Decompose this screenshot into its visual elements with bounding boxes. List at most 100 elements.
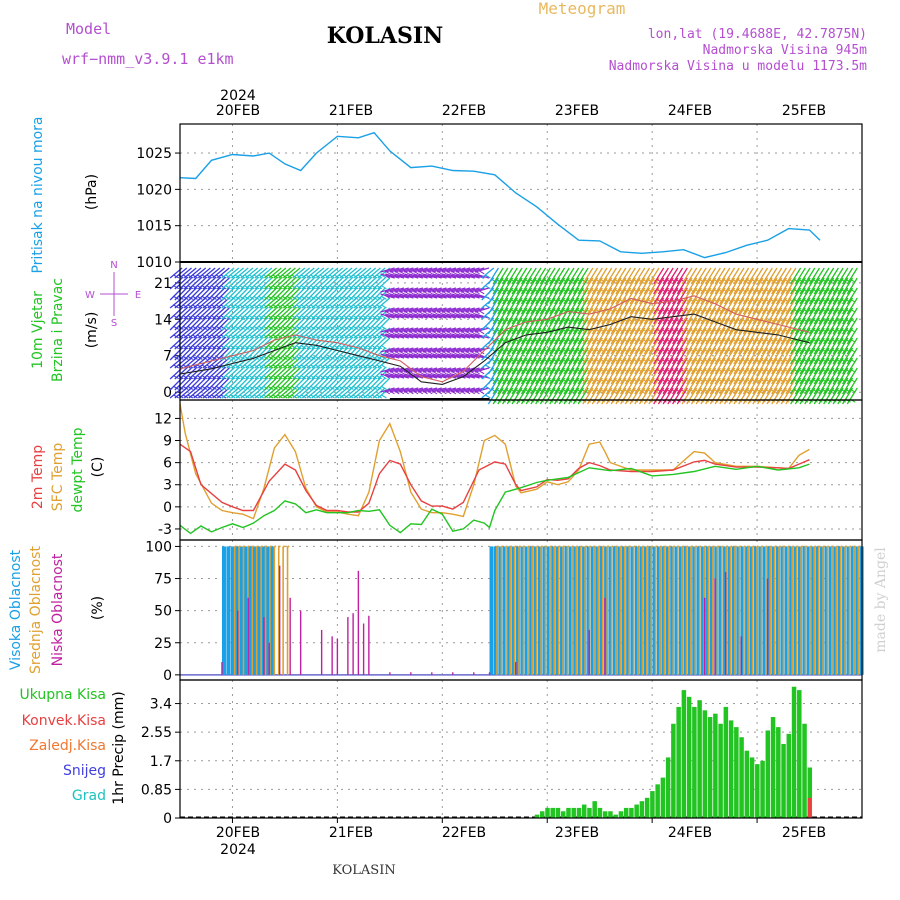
wind-barb-flag (464, 334, 471, 339)
panel-frame (179, 123, 863, 263)
wind-barb (544, 337, 556, 355)
wind-barb (544, 297, 556, 315)
wind-barb (832, 297, 844, 315)
wind-barb (511, 377, 523, 395)
wind-barb (474, 307, 490, 313)
wind-barb (794, 377, 806, 395)
wind-barb (325, 337, 339, 350)
wind-barb (804, 367, 816, 385)
wind-barb (231, 307, 244, 320)
wind-barb (591, 287, 603, 305)
precip-total-bar (560, 811, 566, 818)
cloud-high-bar (670, 546, 675, 675)
wind-barb (254, 267, 268, 279)
wind-barb (259, 317, 273, 331)
wind-barb (339, 287, 353, 301)
wind-barb (766, 307, 778, 325)
precip-total-bar (786, 733, 792, 818)
y-tick-label: 50 (154, 604, 172, 620)
wind-barb (320, 277, 334, 290)
wind-barb (648, 367, 660, 385)
wind-barb (818, 387, 830, 405)
wind-barb (827, 277, 839, 295)
wind-barb (615, 267, 627, 285)
wind-barb (446, 267, 461, 273)
wind-barb (249, 277, 263, 290)
wind-barb (799, 287, 811, 305)
wind-barb (799, 387, 811, 405)
wind-barb (553, 307, 566, 325)
wind-barb (558, 287, 570, 305)
wind-barb (418, 327, 433, 333)
wind-barb (757, 297, 769, 315)
wind-barb (738, 287, 750, 305)
wind-barb (212, 367, 226, 380)
wind-barb (334, 307, 348, 320)
wind-barb (591, 337, 603, 355)
cloud-high-bar (784, 546, 789, 675)
wind-barb (601, 377, 613, 395)
wind-barb (605, 317, 618, 335)
wind-barb (591, 277, 603, 295)
cloud-high-bar (630, 546, 635, 675)
wind-barb (572, 307, 584, 325)
wind-barb (372, 307, 386, 320)
wind-barb (363, 287, 377, 301)
wind-barb (827, 367, 839, 385)
wind-barb (389, 307, 405, 313)
precip-total-bar (618, 811, 624, 818)
wind-barb (349, 347, 362, 361)
wind-barb (516, 387, 528, 405)
wind-barb (535, 277, 547, 295)
cloud-high-bar (837, 546, 842, 675)
wind-barb (790, 367, 802, 385)
wind-barb (808, 277, 821, 295)
wind-barb (413, 367, 428, 373)
wind-barb-flag (426, 294, 433, 299)
wind-barb (837, 317, 849, 335)
wind-barb-flag (422, 334, 428, 339)
wind-barb (742, 367, 754, 385)
wind-barb (686, 267, 698, 285)
wind-barb (563, 267, 575, 285)
wind-barb (306, 347, 320, 361)
wind-barb (785, 377, 797, 395)
cloud-high-bar (855, 546, 860, 675)
wind-barb-flag (460, 314, 466, 319)
wind-barb (846, 327, 858, 345)
wind-barb (667, 367, 679, 385)
wind-barb-flag (485, 295, 491, 300)
wind-barb (775, 297, 788, 315)
precip-total-bar (545, 807, 550, 818)
wind-barb (520, 277, 533, 295)
wind-barb (709, 367, 721, 385)
legend-convective-rain: Konvek.Kisa (22, 713, 106, 729)
wind-barb-flag (464, 274, 471, 279)
wind-barb (301, 347, 315, 361)
wind-barb (775, 317, 788, 335)
wind-barb (719, 377, 731, 395)
wind-barb (842, 267, 854, 285)
wind-barb (344, 367, 358, 380)
panel-precip: 00.851.72.553.4 (141, 680, 862, 827)
wind-barb (231, 277, 244, 290)
wind-barb (193, 267, 207, 279)
precip-total-bar (539, 811, 545, 818)
wind-barb (813, 267, 825, 285)
wind-barb (380, 327, 395, 333)
wind-barb (460, 387, 476, 393)
wind-barb (757, 267, 769, 285)
wind-barb (629, 377, 641, 395)
wind-barb (437, 307, 452, 313)
wind-barb (358, 347, 372, 361)
wind-barb (752, 307, 764, 325)
wind-barb (780, 287, 792, 305)
wind-barb (353, 287, 367, 301)
wind-barb (638, 297, 651, 315)
wind-barb (535, 367, 547, 385)
wind-barb (790, 347, 802, 365)
wind-barb (377, 377, 391, 391)
wind-barb (268, 337, 282, 350)
cloud-high-bar (546, 546, 551, 675)
wind-barb (790, 317, 802, 335)
